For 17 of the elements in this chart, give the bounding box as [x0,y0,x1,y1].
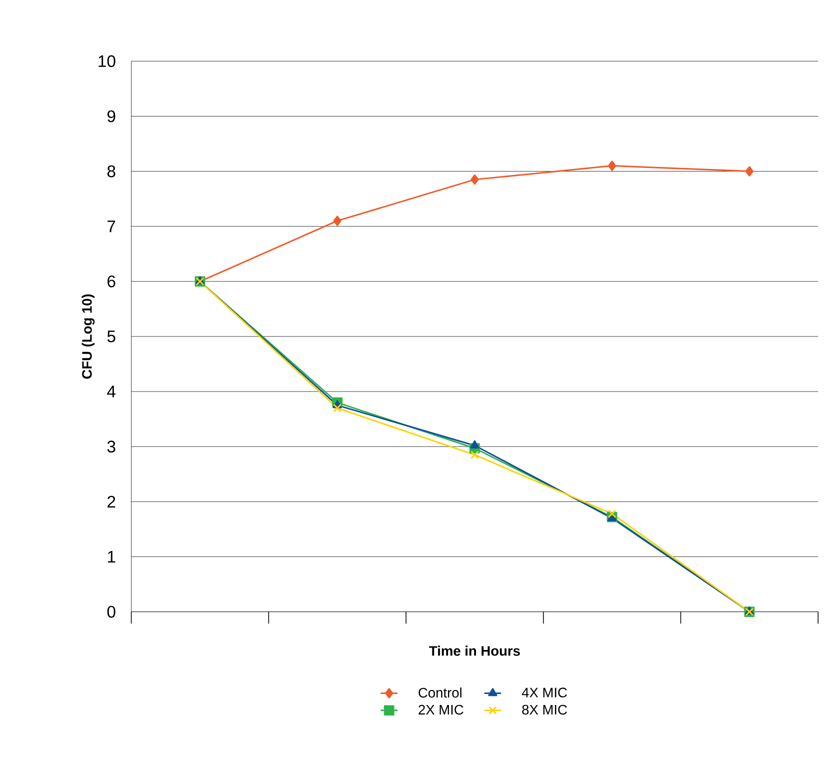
y-tick-label: 9 [107,110,116,122]
y-tick-label: 2 [108,496,116,508]
y-tick-label: 0 [107,606,116,618]
legend-label: 2X MIC [418,705,464,715]
legend-label: Control [418,688,462,698]
y-tick-label: 1 [108,551,116,563]
y-tick-label: 6 [108,276,116,288]
y-tick-label: 3 [107,440,116,453]
y-tick-label: 8 [107,166,116,178]
y-tick-label: 4 [107,386,116,398]
legend-label: 8X MIC [522,705,567,715]
y-tick-label: 10 [98,55,116,68]
y-tick-label: 5 [107,330,116,343]
y-tick-label: 7 [108,220,116,232]
legend-label: 4X MIC [522,688,567,698]
x-axis-title: Time in Hours [429,646,520,656]
y-axis-title: CFU (Log 10) [82,294,95,379]
